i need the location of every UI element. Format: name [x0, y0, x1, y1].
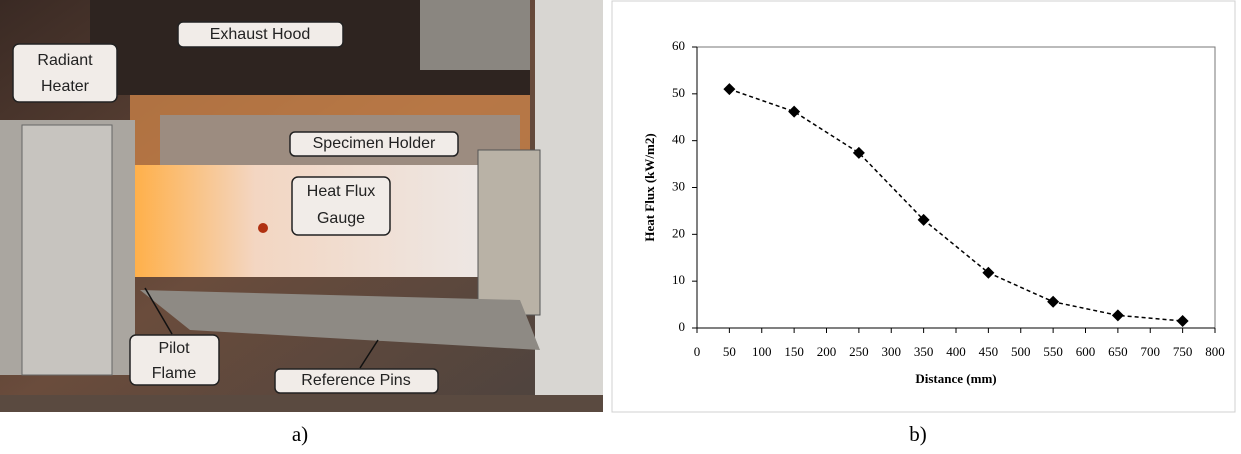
photo-label: Flame	[152, 365, 197, 382]
y-tick-label: 10	[672, 272, 685, 287]
data-point	[982, 266, 995, 279]
label-box	[129, 334, 220, 386]
x-tick-label: 700	[1141, 344, 1161, 359]
label-box	[12, 43, 118, 103]
y-axis-label: Heat Flux (kW/m2)	[642, 133, 657, 241]
photo-label: Radiant	[37, 52, 93, 69]
photo-label: Heater	[41, 78, 90, 95]
x-tick-label: 200	[817, 344, 837, 359]
photo-floor	[0, 395, 603, 412]
pointer	[359, 339, 379, 369]
photo-label: Gauge	[317, 210, 365, 227]
heater-box	[21, 124, 113, 376]
chart-border	[611, 0, 1236, 413]
data-point	[1047, 295, 1060, 308]
data-point	[1176, 314, 1189, 327]
x-tick-label: 500	[1011, 344, 1031, 359]
x-tick-label: 550	[1043, 344, 1063, 359]
photo-label: Heat Flux	[307, 183, 375, 200]
y-tick-label: 60	[672, 38, 685, 53]
photo-panel: Exhaust Hood Radiant Heater Specimen Hol…	[0, 0, 603, 412]
y-tick-label: 50	[672, 85, 685, 100]
data-point	[788, 105, 801, 118]
y-tick-label: 30	[672, 178, 685, 193]
x-tick-label: 50	[723, 344, 736, 359]
x-tick-label: 300	[882, 344, 902, 359]
data-point	[852, 146, 865, 159]
gauge-dot	[258, 223, 268, 233]
label-box	[274, 368, 439, 394]
y-tick-label: 20	[672, 225, 685, 240]
reference-pins-shape	[140, 290, 540, 350]
hood-panel	[420, 0, 530, 70]
photo-label: Exhaust Hood	[210, 26, 311, 43]
label-box	[177, 21, 344, 48]
x-tick-label: 350	[914, 344, 934, 359]
x-tick-label: 400	[946, 344, 966, 359]
x-tick-label: 250	[849, 344, 869, 359]
x-tick-label: 650	[1108, 344, 1128, 359]
caption: a)	[292, 422, 308, 446]
photo-label: Specimen Holder	[313, 135, 436, 152]
x-tick-label: 750	[1173, 344, 1193, 359]
photo-label: Pilot	[158, 340, 190, 357]
data-point	[1111, 309, 1124, 322]
x-tick-label: 100	[752, 344, 772, 359]
caption: b)	[909, 422, 927, 446]
chart: 0 50 100 150 200 250 300 350 400 450 500 550 600 650 7…	[642, 38, 1225, 386]
y-tick-label: 0	[679, 319, 686, 334]
x-tick-label: 0	[694, 344, 701, 359]
pointer	[144, 287, 173, 335]
frame-right	[535, 0, 603, 412]
x-tick-label: 450	[979, 344, 999, 359]
data-point	[917, 213, 930, 226]
y-tick-label: 40	[672, 132, 685, 147]
label-box	[289, 131, 459, 157]
data-point	[723, 83, 736, 96]
label-box	[291, 176, 391, 236]
x-tick-label: 600	[1076, 344, 1096, 359]
data-line	[729, 88, 1183, 322]
holder-clamp	[477, 149, 541, 316]
x-tick-label: 800	[1205, 344, 1225, 359]
x-axis-label: Distance (mm)	[915, 371, 996, 386]
photo-label: Reference Pins	[301, 372, 410, 389]
x-tick-label: 150	[784, 344, 804, 359]
